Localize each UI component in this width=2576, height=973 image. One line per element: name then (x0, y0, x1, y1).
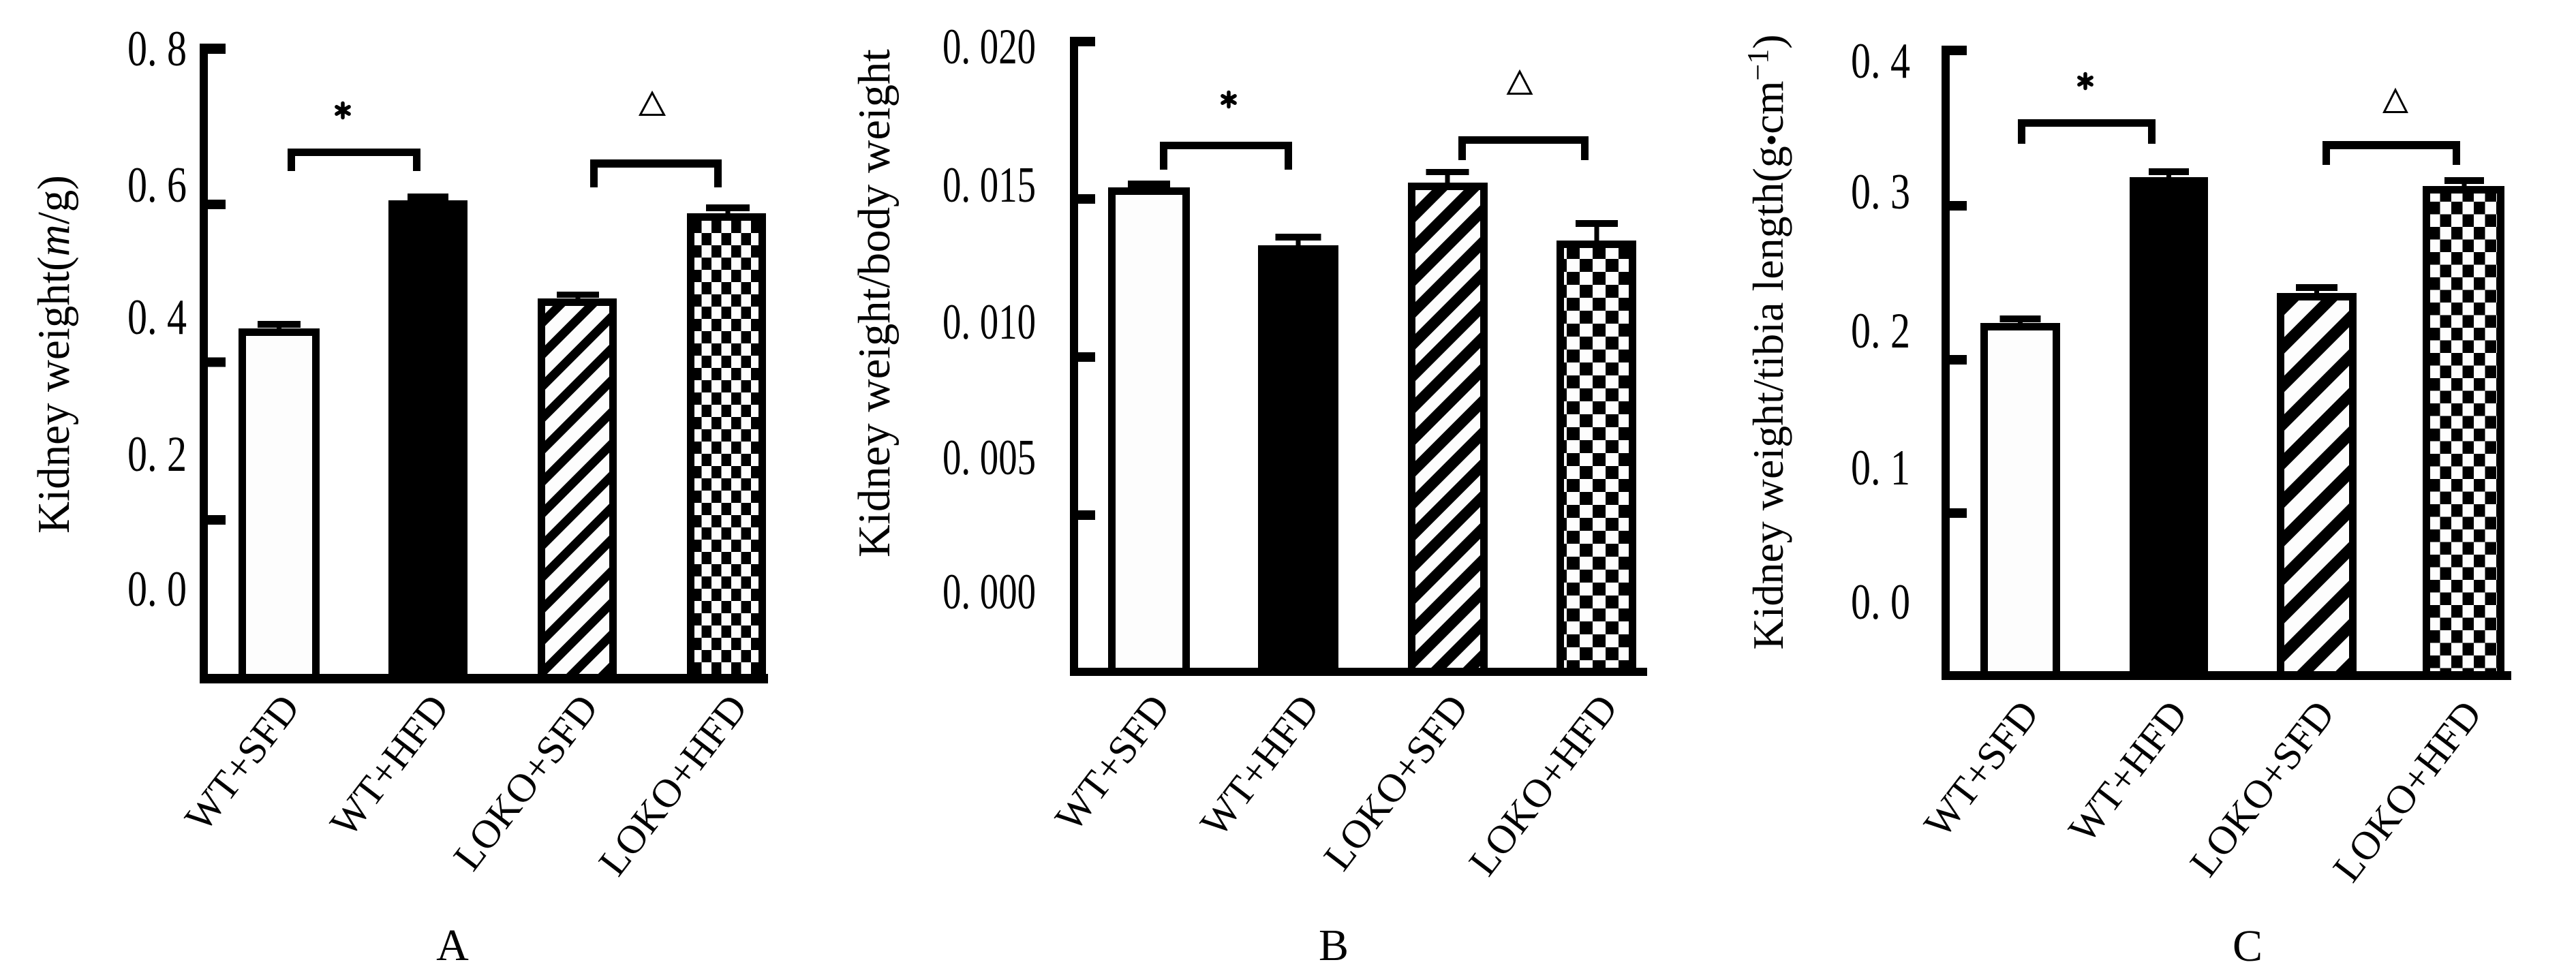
svg-text:0. 4: 0. 4 (1851, 33, 1910, 89)
svg-text:C: C (2233, 921, 2263, 971)
svg-text:0. 6: 0. 6 (127, 157, 187, 213)
svg-text:0. 020: 0. 020 (942, 19, 1036, 75)
svg-text:0. 3: 0. 3 (1851, 164, 1910, 220)
svg-text:0. 010: 0. 010 (942, 294, 1036, 350)
svg-text:0. 2: 0. 2 (1851, 303, 1910, 359)
svg-text:0. 4: 0. 4 (127, 290, 187, 345)
svg-text:0. 0: 0. 0 (1851, 574, 1910, 630)
svg-text:0. 1: 0. 1 (1851, 440, 1910, 496)
svg-text:0. 8: 0. 8 (127, 21, 187, 77)
svg-text:A: A (436, 921, 469, 970)
svg-text:0. 000: 0. 000 (942, 564, 1036, 620)
svg-text:Kidney weight/body weight: Kidney weight/body weight (849, 49, 900, 557)
svg-text:B: B (1319, 921, 1349, 970)
svg-text:Kidney weight/tibia length(g•c: Kidney weight/tibia length(g•cm−1) (1741, 34, 1792, 649)
svg-text:Kidney weight(m/g): Kidney weight(m/g) (29, 175, 79, 534)
svg-text:0. 015: 0. 015 (942, 157, 1036, 213)
svg-text:0. 0: 0. 0 (127, 561, 187, 617)
svg-text:0. 2: 0. 2 (127, 427, 187, 482)
svg-text:0. 005: 0. 005 (942, 430, 1036, 486)
